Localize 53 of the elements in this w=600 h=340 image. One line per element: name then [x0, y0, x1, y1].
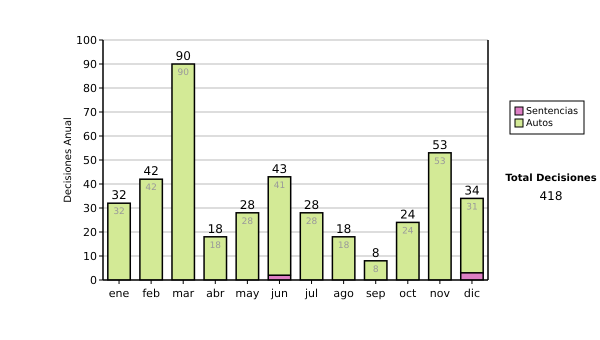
y-tick-label: 50: [83, 154, 97, 167]
total-label: 24: [400, 207, 416, 222]
total-label: 28: [240, 198, 256, 212]
y-tick-label: 60: [83, 130, 97, 143]
data-label: 18: [210, 240, 222, 251]
data-label: 24: [402, 226, 414, 236]
total-label: 34: [464, 183, 480, 198]
data-label: 18: [338, 240, 350, 251]
total-label: 18: [336, 222, 352, 236]
data-label: 31: [466, 202, 478, 212]
x-tick-label: jun: [270, 287, 288, 300]
data-label: 53: [434, 156, 446, 167]
total-label: 53: [432, 138, 448, 152]
x-tick-label: abr: [206, 287, 225, 300]
total-label: 8: [372, 246, 380, 260]
x-tick-label: feb: [142, 287, 160, 300]
bar: [267, 176, 292, 276]
y-tick-label: 0: [90, 274, 97, 287]
x-tick-label: ago: [333, 287, 354, 300]
total-label: 43: [272, 162, 288, 176]
x-tick-label: may: [235, 287, 260, 300]
data-label: 41: [274, 180, 286, 191]
y-tick-label: 30: [83, 202, 97, 215]
x-tick-label: mar: [172, 287, 195, 300]
y-tick-label: 90: [83, 58, 97, 71]
total-label: 32: [111, 188, 127, 202]
y-tick-label: 100: [76, 34, 97, 47]
y-axis-title: Decisiones Anual: [63, 117, 74, 203]
text: Total Decisiones: [505, 173, 597, 184]
text: 418: [540, 189, 562, 203]
total-label: 42: [143, 164, 159, 178]
total-label: 18: [208, 222, 223, 236]
y-tick-label: 40: [83, 178, 97, 191]
x-tick-label: nov: [430, 287, 450, 300]
total-label: 90: [176, 49, 191, 63]
x-tick-label: ene: [108, 287, 130, 300]
y-tick-label: 20: [83, 226, 97, 239]
y-tick-label: 80: [83, 82, 97, 95]
y-tick-label: 70: [83, 106, 97, 119]
x-tick-label: sep: [366, 287, 386, 300]
y-tick-label: 10: [83, 250, 97, 263]
data-label: 32: [113, 207, 125, 218]
legend-label: Sentencias: [526, 106, 578, 117]
data-label: 8: [372, 264, 379, 275]
data-label: 42: [145, 183, 157, 194]
x-tick-label: dic: [464, 287, 480, 300]
x-tick-label: jul: [304, 287, 318, 300]
total-label: 28: [304, 198, 320, 212]
legend-label: Autos: [526, 118, 554, 129]
data-label: 28: [242, 216, 254, 227]
data-label: 90: [177, 68, 190, 78]
data-label: 28: [306, 216, 318, 227]
x-tick-label: oct: [399, 287, 418, 300]
